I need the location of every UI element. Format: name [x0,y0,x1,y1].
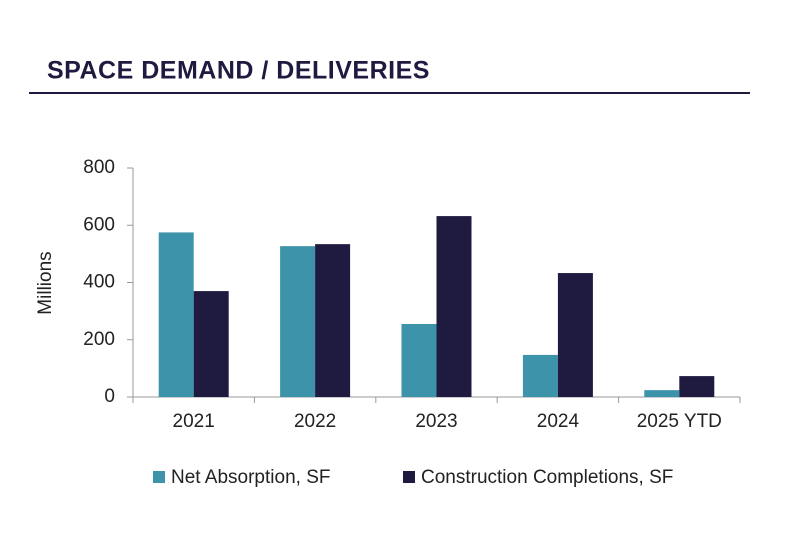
x-tick-label: 2023 [415,411,457,432]
x-tick-label: 2022 [294,411,336,432]
bar [557,273,593,397]
bar [436,216,472,397]
y-tick-label: 0 [104,386,115,407]
bar [280,246,316,397]
bar [315,244,351,397]
bar [193,291,229,397]
x-tick-label: 2024 [537,411,580,432]
x-tick-label: 2021 [173,411,215,432]
bar [679,376,715,397]
bar [644,390,680,397]
bar [401,324,437,397]
bar [158,232,194,397]
legend-swatch [153,471,165,483]
y-tick-label: 400 [83,272,115,293]
legend-swatch [403,471,415,483]
bar [522,354,558,397]
legend-label: Net Absorption, SF [171,467,330,488]
x-tick-label: 2025 YTD [637,411,722,432]
legend-label: Construction Completions, SF [421,467,673,488]
y-tick-label: 200 [83,329,115,350]
y-axis-label: Millions [35,251,56,314]
y-tick-label: 600 [83,214,115,235]
y-tick-label: 800 [83,157,115,178]
chart-title: SPACE DEMAND / DELIVERIES [47,57,430,85]
